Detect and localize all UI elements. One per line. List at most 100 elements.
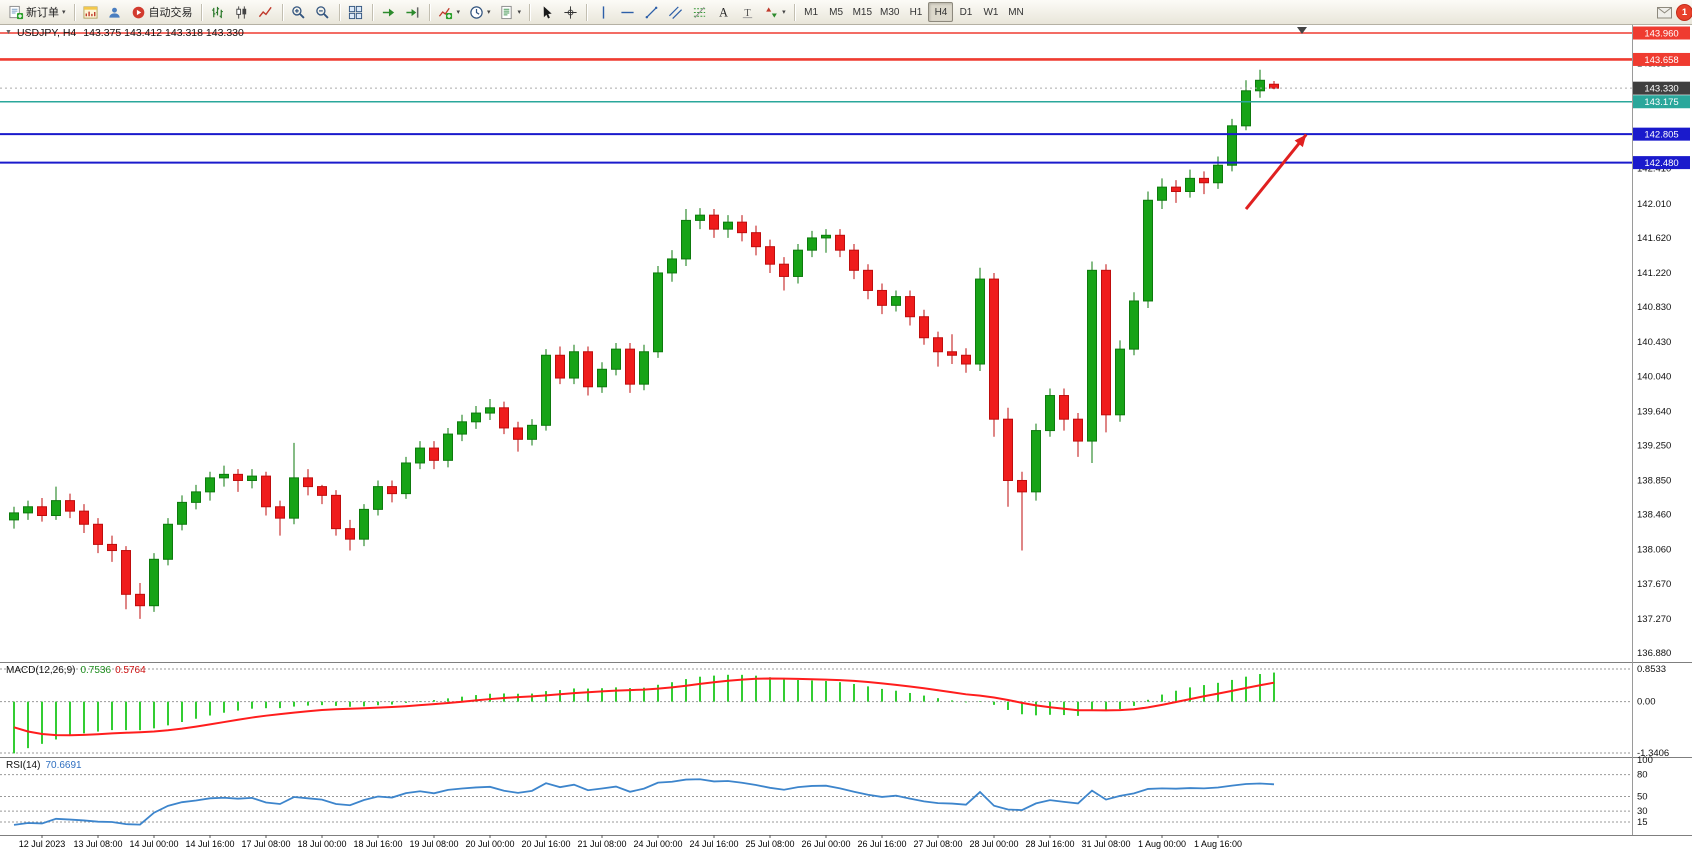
- candle-body: [1143, 199, 1153, 302]
- notifications-icon[interactable]: [1656, 4, 1672, 20]
- price-tag-143.658: [1633, 52, 1690, 66]
- axis-label: 15: [1637, 817, 1648, 828]
- price-chart-canvas[interactable]: 143.610142.410142.010141.620141.220140.8…: [0, 24, 1692, 851]
- axis-label: 0.00: [1637, 697, 1656, 708]
- axis-label: 137.670: [1637, 579, 1671, 590]
- candle-body: [751, 232, 761, 248]
- candle-body: [135, 593, 145, 607]
- candle-body: [653, 272, 663, 353]
- horizontal-line-button[interactable]: [615, 2, 639, 22]
- candle-body: [681, 219, 691, 260]
- autotrading-icon: [131, 4, 147, 20]
- vertical-line-icon: [595, 4, 611, 20]
- templates-icon: [499, 4, 515, 20]
- timeframe-button-m30[interactable]: M30: [876, 2, 903, 22]
- tile-windows-button[interactable]: [344, 2, 368, 22]
- dropdown-caret-icon: ▾: [782, 9, 786, 16]
- candle-body: [1171, 186, 1181, 193]
- horizontal-line-objects[interactable]: [0, 32, 1632, 164]
- bar-chart-button[interactable]: [206, 2, 230, 22]
- zoom-out-icon: [315, 4, 331, 20]
- axis-label: 140.830: [1637, 302, 1671, 313]
- line-chart-button[interactable]: [254, 2, 278, 22]
- text-label-button[interactable]: T: [735, 2, 759, 22]
- candle-body: [1073, 418, 1083, 442]
- chart-shift-marker[interactable]: [1297, 27, 1307, 34]
- autotrading-button[interactable]: 自动交易: [127, 2, 197, 22]
- candle-body: [289, 477, 299, 519]
- axis-label: 0.8533: [1637, 664, 1666, 675]
- auto-scroll-button[interactable]: [377, 2, 401, 22]
- chart-shift-icon: [405, 4, 421, 20]
- timeframe-button-h1[interactable]: H1: [903, 2, 928, 22]
- zoom-in-button[interactable]: [287, 2, 311, 22]
- toolbar-separator: [428, 3, 430, 21]
- toolbar-right: 1: [1656, 3, 1692, 21]
- text-icon: A: [715, 4, 731, 20]
- candle-body: [1255, 79, 1265, 92]
- periods-icon: [468, 4, 484, 20]
- profiles-button[interactable]: [103, 2, 127, 22]
- candle-body: [373, 486, 383, 510]
- chart-background[interactable]: [0, 24, 1692, 851]
- charts-button[interactable]: [79, 2, 103, 22]
- candle-body: [247, 475, 257, 481]
- candle-body: [429, 447, 439, 461]
- candle-body: [513, 427, 523, 440]
- chart-shift-button[interactable]: [401, 2, 425, 22]
- timeframe-button-mn[interactable]: MN: [1003, 2, 1028, 22]
- arrows-button[interactable]: ▾: [759, 2, 790, 22]
- timeframe-button-m5[interactable]: M5: [824, 2, 849, 22]
- timeframe-button-d1[interactable]: D1: [953, 2, 978, 22]
- axis-label: 138.460: [1637, 510, 1671, 521]
- indicators-button[interactable]: ▾: [434, 2, 465, 22]
- candle-body: [1157, 186, 1167, 201]
- time-axis[interactable]: 12 Jul 2023 13 Jul 08:00 14 Jul 00:00 14 Ju…: [19, 835, 1242, 849]
- candle-body: [261, 475, 271, 508]
- dropdown-caret-icon: ▾: [456, 9, 461, 16]
- candle-body: [415, 447, 425, 464]
- trend-arrow-annotation[interactable]: [1244, 133, 1308, 210]
- toolbar-separator: [586, 3, 588, 21]
- candlestick-chart-button[interactable]: [230, 2, 254, 22]
- candle-body: [779, 263, 789, 277]
- cursor-button[interactable]: [534, 2, 558, 22]
- templates-button[interactable]: ▾: [495, 2, 526, 22]
- vertical-line-button[interactable]: [591, 2, 615, 22]
- channel-button[interactable]: [663, 2, 687, 22]
- fibonacci-icon: [691, 4, 707, 20]
- timeframe-button-w1[interactable]: W1: [978, 2, 1003, 22]
- fibonacci-button[interactable]: [687, 2, 711, 22]
- indicators-icon: [438, 4, 454, 20]
- candle-body: [359, 508, 369, 540]
- trendline-icon: [643, 4, 659, 20]
- timeframe-button-m15[interactable]: M15: [849, 2, 876, 22]
- cursor-icon: [538, 4, 554, 20]
- zoom-out-button[interactable]: [311, 2, 335, 22]
- periods-button[interactable]: ▾: [464, 2, 495, 22]
- toolbar-separator: [281, 3, 283, 21]
- price-tag-143.960: [1633, 26, 1690, 40]
- new-order-button[interactable]: 新订单 ▾: [4, 2, 70, 22]
- trendline-button[interactable]: [639, 2, 663, 22]
- candle-body: [1185, 177, 1195, 193]
- candle-body: [877, 289, 887, 306]
- candle-body: [555, 354, 565, 379]
- new-order-button-label: 新订单: [26, 7, 59, 19]
- time-axis-label: 31 Jul 08:00: [1081, 839, 1130, 849]
- price-tag-143.175: [1633, 95, 1690, 109]
- candlestick-series: [9, 69, 1279, 619]
- candle-body: [93, 523, 103, 545]
- text-label-icon: T: [739, 4, 755, 20]
- timeframe-button-h4[interactable]: H4: [928, 2, 954, 22]
- timeframe-button-m1[interactable]: M1: [799, 2, 824, 22]
- candle-body: [611, 348, 621, 370]
- time-axis-label: 24 Jul 00:00: [633, 839, 682, 849]
- crosshair-button[interactable]: [558, 2, 582, 22]
- notification-count-badge[interactable]: 1: [1676, 3, 1692, 21]
- candle-body: [1241, 90, 1251, 127]
- text-button[interactable]: A: [711, 2, 735, 22]
- price-tag-142.805: [1633, 127, 1690, 141]
- candle-body: [765, 246, 775, 265]
